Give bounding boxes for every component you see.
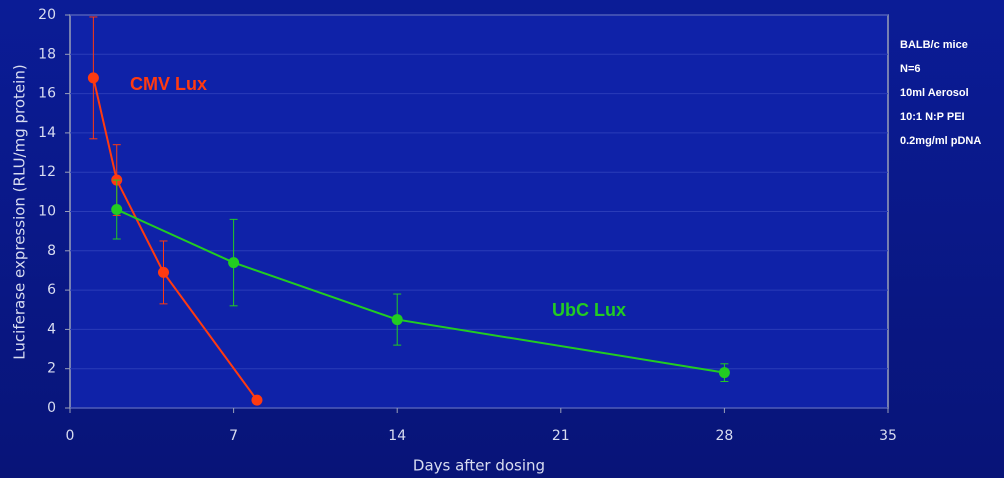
note: 0.2mg/ml pDNA [900,135,981,147]
point [111,204,123,216]
note: N=6 [900,63,921,75]
x-tick-label: 14 [388,428,406,444]
y-tick-label: 2 [47,361,56,377]
y-tick-label: 20 [38,7,56,23]
series-label: CMV Lux [130,74,207,94]
series-line [92,77,258,401]
point [228,257,240,269]
note: 10:1 N:P PEI [900,111,965,123]
note: 10ml Aerosol [900,87,969,99]
x-tick-label: 28 [715,428,733,444]
y-axis-label: Luciferase expression (RLU/mg protein) [11,64,29,359]
point [87,72,99,84]
y-tick-label: 4 [47,321,56,337]
point [718,367,730,379]
x-tick-label: 7 [229,428,238,444]
x-tick-label: 35 [879,428,897,444]
y-tick-label: 16 [38,86,56,102]
x-axis-label: Days after dosing [413,457,545,475]
y-tick-label: 6 [47,282,56,298]
y-tick-label: 10 [38,204,56,220]
point [157,266,169,278]
y-tick-label: 18 [38,46,56,62]
y-tick-label: 8 [47,243,56,259]
point [391,314,403,326]
x-tick-label: 0 [66,428,75,444]
point [251,394,263,406]
y-tick-label: 0 [47,400,56,416]
series-line [116,208,725,374]
y-tick-label: 12 [38,164,56,180]
note: BALB/c mice [900,39,968,51]
y-tick-label: 14 [38,125,56,141]
series-label: UbC Lux [552,300,626,320]
x-tick-label: 21 [552,428,570,444]
